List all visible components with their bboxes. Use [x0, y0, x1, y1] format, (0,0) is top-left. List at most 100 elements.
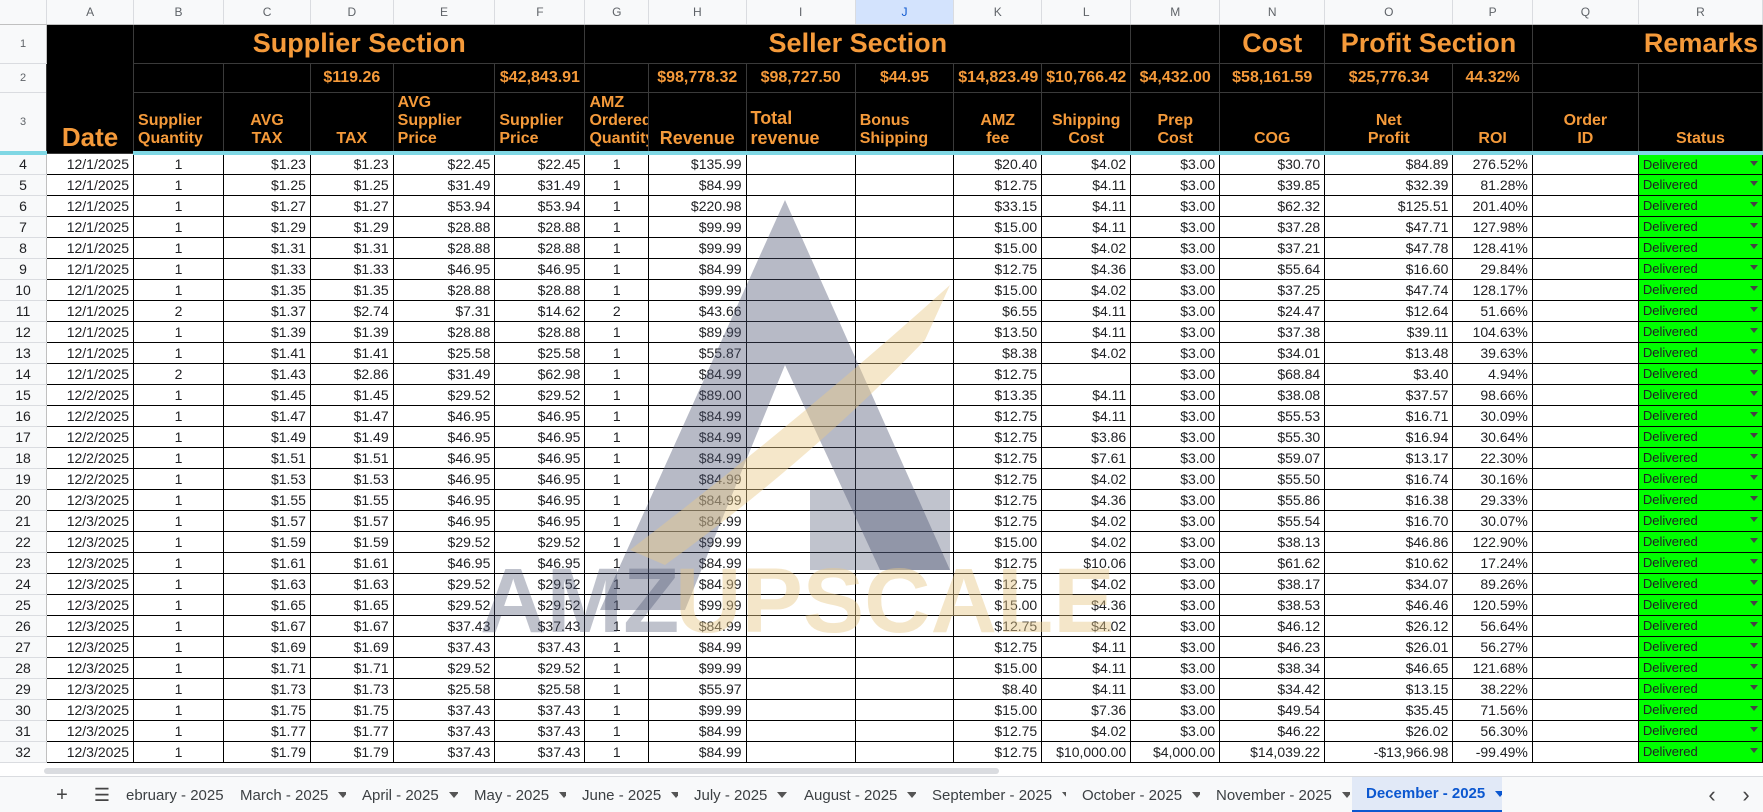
- order-id-cell[interactable]: [1531, 572, 1639, 595]
- order-id-cell[interactable]: [1531, 740, 1639, 763]
- supplier-price-cell[interactable]: $29.52: [494, 656, 586, 679]
- order-id-cell[interactable]: [1531, 698, 1639, 721]
- ordered-quantity-cell[interactable]: 1: [584, 236, 650, 259]
- order-id-cell[interactable]: [1531, 656, 1639, 679]
- tax-cell[interactable]: $1.69: [309, 635, 394, 658]
- shipping-cost-cell[interactable]: $4.11: [1041, 383, 1132, 406]
- tax-cell[interactable]: $1.65: [309, 593, 394, 616]
- tax-cell[interactable]: $1.23: [309, 152, 394, 175]
- bonus-shipping-cell[interactable]: [854, 572, 955, 595]
- ordered-quantity-cell[interactable]: 1: [584, 572, 650, 595]
- net-profit-cell[interactable]: $16.70: [1324, 509, 1454, 532]
- tax-cell[interactable]: $1.45: [309, 383, 394, 406]
- prep-cost-cell[interactable]: $3.00: [1130, 530, 1221, 553]
- net-profit-cell[interactable]: $12.64: [1324, 299, 1454, 322]
- row-number[interactable]: 15: [0, 384, 48, 406]
- dropdown-arrow-icon[interactable]: [1750, 705, 1758, 711]
- bonus-shipping-cell[interactable]: [854, 383, 955, 406]
- sheet-tab[interactable]: March - 2025: [226, 777, 346, 812]
- shipping-cost-cell[interactable]: $4.11: [1041, 404, 1132, 427]
- total-revenue-cell[interactable]: [745, 299, 856, 322]
- date-cell[interactable]: 12/3/2025: [46, 572, 135, 595]
- tax-cell[interactable]: $1.63: [309, 572, 394, 595]
- dropdown-arrow-icon[interactable]: [1750, 222, 1758, 228]
- column-header-k[interactable]: K: [953, 0, 1043, 25]
- supplier-price-cell[interactable]: $37.43: [494, 614, 586, 637]
- supplier-price-cell[interactable]: $46.95: [494, 425, 586, 448]
- prep-cost-cell[interactable]: $3.00: [1130, 593, 1221, 616]
- tab-caret-icon[interactable]: [1341, 792, 1350, 798]
- shipping-cost-cell[interactable]: $10,000.00: [1041, 740, 1132, 763]
- total-revenue-cell[interactable]: [745, 719, 856, 742]
- avg-supplier-price-cell[interactable]: $46.95: [392, 257, 496, 280]
- avg-supplier-price-cell[interactable]: $46.95: [392, 551, 496, 574]
- row-number[interactable]: 5: [0, 174, 48, 196]
- roi-cell[interactable]: 56.64%: [1452, 614, 1533, 637]
- shipping-cost-cell[interactable]: $4.11: [1041, 656, 1132, 679]
- tax-cell[interactable]: $1.67: [309, 614, 394, 637]
- revenue-cell[interactable]: $55.97: [648, 677, 747, 700]
- cog-cell[interactable]: $46.22: [1219, 719, 1326, 742]
- status-dropdown[interactable]: Delivered: [1637, 551, 1763, 574]
- ordered-quantity-cell[interactable]: 1: [584, 530, 650, 553]
- amz-fee-cell[interactable]: $12.75: [953, 719, 1043, 742]
- cog-cell[interactable]: $46.23: [1219, 635, 1326, 658]
- shipping-cost-cell[interactable]: $4.36: [1041, 257, 1132, 280]
- row-number[interactable]: 19: [0, 468, 48, 490]
- sheet-tab[interactable]: December - 2025: [1352, 777, 1502, 812]
- avg-supplier-price-cell[interactable]: $28.88: [392, 278, 496, 301]
- supplier-price-cell[interactable]: $37.43: [494, 719, 586, 742]
- total-revenue-cell[interactable]: [745, 740, 856, 763]
- avg-tax-cell[interactable]: $1.43: [223, 362, 311, 385]
- row-number[interactable]: 32: [0, 741, 48, 763]
- roi-cell[interactable]: 30.16%: [1452, 467, 1533, 490]
- order-id-cell[interactable]: [1531, 236, 1639, 259]
- order-id-cell[interactable]: [1531, 173, 1639, 196]
- avg-tax-cell[interactable]: $1.39: [223, 320, 311, 343]
- revenue-cell[interactable]: $84.99: [648, 467, 747, 490]
- supplier-quantity-cell[interactable]: 1: [133, 530, 225, 553]
- net-profit-cell[interactable]: $125.51: [1324, 194, 1454, 217]
- dropdown-arrow-icon[interactable]: [1750, 747, 1758, 753]
- total-revenue-cell[interactable]: [745, 572, 856, 595]
- avg-tax-cell[interactable]: $1.71: [223, 656, 311, 679]
- supplier-price-cell[interactable]: $46.95: [494, 551, 586, 574]
- total-revenue-cell[interactable]: [745, 509, 856, 532]
- shipping-cost-cell[interactable]: $4.02: [1041, 152, 1132, 175]
- status-dropdown[interactable]: Delivered: [1637, 299, 1763, 322]
- supplier-quantity-cell[interactable]: 1: [133, 719, 225, 742]
- supplier-quantity-cell[interactable]: 1: [133, 446, 225, 469]
- bonus-shipping-cell[interactable]: [854, 551, 955, 574]
- date-cell[interactable]: 12/3/2025: [46, 488, 135, 511]
- bonus-shipping-cell[interactable]: [854, 467, 955, 490]
- total-revenue-cell[interactable]: [745, 194, 856, 217]
- revenue-cell[interactable]: $99.99: [648, 236, 747, 259]
- supplier-price-cell[interactable]: $46.95: [494, 488, 586, 511]
- avg-supplier-price-cell[interactable]: $29.52: [392, 383, 496, 406]
- order-id-cell[interactable]: [1531, 677, 1639, 700]
- avg-supplier-price-cell[interactable]: $25.58: [392, 677, 496, 700]
- status-dropdown[interactable]: Delivered: [1637, 194, 1763, 217]
- roi-cell[interactable]: 56.30%: [1452, 719, 1533, 742]
- tab-caret-icon[interactable]: [338, 792, 346, 798]
- status-dropdown[interactable]: Delivered: [1637, 383, 1763, 406]
- column-header-q[interactable]: Q: [1532, 0, 1639, 25]
- date-cell[interactable]: 12/1/2025: [46, 236, 135, 259]
- amz-fee-cell[interactable]: $12.75: [953, 551, 1043, 574]
- dropdown-arrow-icon[interactable]: [1750, 369, 1758, 375]
- tax-cell[interactable]: $1.59: [309, 530, 394, 553]
- row-number[interactable]: 28: [0, 657, 48, 679]
- column-header-h[interactable]: H: [648, 0, 747, 25]
- date-cell[interactable]: 12/3/2025: [46, 740, 135, 763]
- row-number[interactable]: 7: [0, 216, 48, 238]
- cog-cell[interactable]: $62.32: [1219, 194, 1326, 217]
- revenue-cell[interactable]: $99.99: [648, 278, 747, 301]
- order-id-cell[interactable]: [1531, 425, 1639, 448]
- ordered-quantity-cell[interactable]: 1: [584, 404, 650, 427]
- supplier-quantity-cell[interactable]: 1: [133, 467, 225, 490]
- order-id-cell[interactable]: [1531, 614, 1639, 637]
- order-id-cell[interactable]: [1531, 467, 1639, 490]
- row-number[interactable]: 18: [0, 447, 48, 469]
- dropdown-arrow-icon[interactable]: [1750, 390, 1758, 396]
- date-cell[interactable]: 12/1/2025: [46, 362, 135, 385]
